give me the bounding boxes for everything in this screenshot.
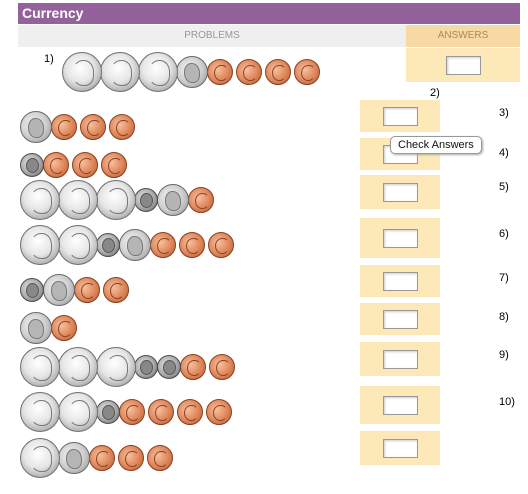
dime-coin-icon	[20, 153, 44, 177]
penny-coin-icon	[72, 152, 98, 178]
penny-coin-icon	[119, 399, 145, 425]
penny-coin-icon	[74, 277, 100, 303]
check-answers-tooltip: Check Answers	[390, 136, 482, 154]
penny-coin-icon	[180, 354, 206, 380]
answer-input[interactable]	[382, 438, 418, 458]
dime-coin-icon	[20, 278, 44, 302]
app-title: Currency	[18, 3, 520, 24]
answer-input[interactable]	[445, 55, 481, 75]
problems-header: PROBLEMS	[18, 25, 406, 47]
quarter-coin-icon	[58, 180, 98, 220]
problem-number: 6)	[499, 228, 509, 240]
quarter-coin-icon	[20, 438, 60, 478]
quarter-coin-icon	[20, 180, 60, 220]
penny-coin-icon	[89, 445, 115, 471]
problem-number: 7)	[499, 272, 509, 284]
penny-coin-icon	[101, 152, 127, 178]
penny-coin-icon	[51, 315, 77, 341]
problem-number: 9)	[499, 349, 509, 361]
nickel-coin-icon	[20, 312, 52, 344]
answer-input[interactable]	[382, 228, 418, 248]
penny-coin-icon	[188, 187, 214, 213]
penny-coin-icon	[147, 445, 173, 471]
nickel-coin-icon	[58, 442, 90, 474]
dime-coin-icon	[96, 400, 120, 424]
answer-input[interactable]	[382, 182, 418, 202]
penny-coin-icon	[51, 114, 77, 140]
penny-coin-icon	[118, 445, 144, 471]
nickel-coin-icon	[20, 111, 52, 143]
nickel-coin-icon	[119, 229, 151, 261]
answer-input[interactable]	[382, 349, 418, 369]
penny-coin-icon	[294, 59, 320, 85]
problem-number: 5)	[499, 181, 509, 193]
penny-coin-icon	[236, 59, 262, 85]
dime-coin-icon	[96, 233, 120, 257]
penny-coin-icon	[80, 114, 106, 140]
penny-coin-icon	[207, 59, 233, 85]
quarter-coin-icon	[20, 392, 60, 432]
nickel-coin-icon	[43, 274, 75, 306]
quarter-coin-icon	[62, 52, 102, 92]
penny-coin-icon	[150, 232, 176, 258]
penny-coin-icon	[206, 399, 232, 425]
answer-input[interactable]	[382, 106, 418, 126]
dime-coin-icon	[134, 355, 158, 379]
problem-number: 1)	[44, 53, 54, 65]
answer-input[interactable]	[382, 395, 418, 415]
quarter-coin-icon	[58, 225, 98, 265]
quarter-coin-icon	[58, 347, 98, 387]
quarter-coin-icon	[20, 347, 60, 387]
penny-coin-icon	[103, 277, 129, 303]
penny-coin-icon	[208, 232, 234, 258]
quarter-coin-icon	[100, 52, 140, 92]
problem-number: 8)	[499, 311, 509, 323]
quarter-coin-icon	[58, 392, 98, 432]
answer-input[interactable]	[382, 309, 418, 329]
problem-number: 2)	[430, 87, 440, 99]
answer-input[interactable]	[382, 271, 418, 291]
dime-coin-icon	[134, 188, 158, 212]
problem-number: 10)	[499, 396, 515, 408]
penny-coin-icon	[265, 59, 291, 85]
nickel-coin-icon	[176, 56, 208, 88]
answers-header: ANSWERS	[406, 25, 520, 47]
penny-coin-icon	[177, 399, 203, 425]
quarter-coin-icon	[96, 180, 136, 220]
quarter-coin-icon	[96, 347, 136, 387]
quarter-coin-icon	[20, 225, 60, 265]
penny-coin-icon	[43, 152, 69, 178]
penny-coin-icon	[109, 114, 135, 140]
dime-coin-icon	[157, 355, 181, 379]
nickel-coin-icon	[157, 184, 189, 216]
problem-number: 4)	[499, 147, 509, 159]
penny-coin-icon	[209, 354, 235, 380]
problem-number: 3)	[499, 107, 509, 119]
penny-coin-icon	[148, 399, 174, 425]
quarter-coin-icon	[138, 52, 178, 92]
penny-coin-icon	[179, 232, 205, 258]
